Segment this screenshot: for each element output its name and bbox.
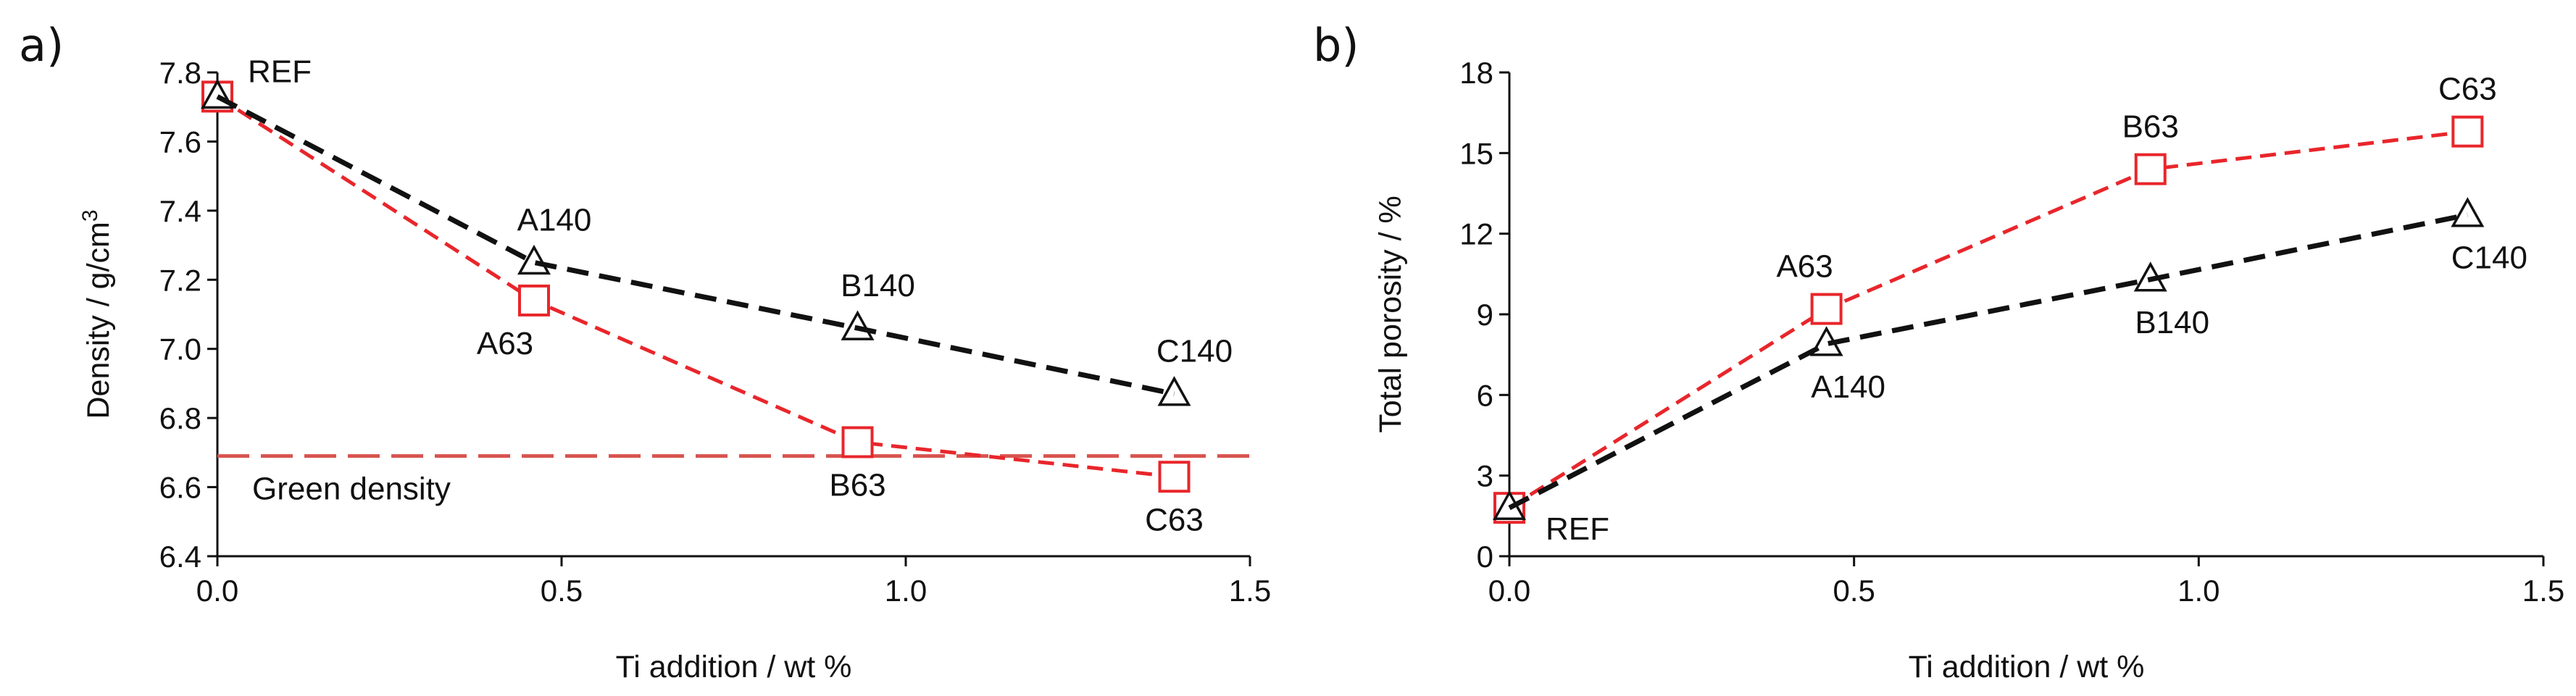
data-point-square: [841, 426, 874, 458]
series-63: A63 B63 C63: [201, 80, 1204, 537]
x-tick-label: 1.0: [2177, 574, 2219, 608]
y-tick-label: 9: [1477, 298, 1493, 332]
data-label: A140: [517, 202, 592, 238]
panel-label: a): [19, 19, 64, 72]
data-point-triangle: [2133, 261, 2167, 292]
y-tick-label: 3: [1477, 459, 1493, 493]
data-label: C63: [2438, 72, 2497, 107]
data-point-triangle: [1809, 326, 1843, 356]
data-point-square: [2134, 153, 2167, 185]
data-point-square: [2451, 115, 2484, 148]
series-140: REF A140 B140 C140: [1493, 197, 2527, 547]
data-point-triangle: [841, 310, 875, 340]
y-axis-title-superscript: 3: [78, 209, 102, 222]
data-point-square: [518, 284, 550, 316]
data-point-triangle: [1157, 376, 1191, 406]
data-label: B140: [841, 268, 915, 303]
data-label: REF: [1546, 511, 1609, 547]
panel-label: b): [1313, 19, 1359, 72]
data-point-triangle: [517, 244, 551, 275]
data-point-square: [1810, 293, 1843, 325]
series-line-63: [216, 95, 1175, 479]
y-axis-title: Total porosity / %: [1373, 196, 1408, 432]
data-label: REF: [248, 54, 312, 89]
y-tick-label: 7.6: [159, 125, 201, 159]
data-point-triangle: [2451, 197, 2485, 227]
y-tick-label: 6.6: [159, 471, 201, 505]
series-63: A63 B63 C63: [1493, 72, 2497, 524]
x-tick-label: 0.0: [1488, 574, 1530, 608]
data-point-triangle: [1493, 490, 1526, 520]
series-line-63: [1508, 130, 2468, 510]
x-tick-label: 0.5: [1833, 574, 1875, 608]
y-tick-label: 6.8: [159, 401, 201, 435]
y-tick-label: 6: [1477, 378, 1493, 412]
x-axis-title: Ti addition / wt %: [1909, 650, 2145, 684]
y-axis-title: Density / g/cm3: [78, 209, 116, 419]
y-tick-label: 7.0: [159, 332, 201, 366]
x-tick-label: 1.5: [2522, 574, 2564, 608]
chart-panel-a: a) 6.4 6.6 6.8 7.0 7.2 7.4 7.6 7.8 0.0 0.5 1.0 1.5 Ti…: [19, 19, 1271, 684]
data-point-square: [1158, 461, 1191, 493]
y-tick-label: 7.4: [159, 194, 201, 228]
x-axis-title: Ti addition / wt %: [616, 650, 852, 684]
data-label: B63: [2122, 109, 2179, 145]
series-140: REF A140 B140 C140: [201, 54, 1233, 406]
y-tick-label: 15: [1459, 136, 1493, 170]
data-label: A63: [477, 326, 533, 361]
data-label: B140: [2135, 305, 2209, 340]
y-tick-label: 12: [1459, 217, 1493, 251]
chart-panel-b: b) 0 3 6 9 12 15 18 0.0 0.5 1.0 1.5 Ti addition / wt…: [1313, 19, 2564, 684]
y-tick-label: 7.8: [159, 56, 201, 90]
y-tick-label: 0: [1477, 540, 1493, 574]
y-tick-label: 18: [1459, 56, 1493, 90]
reference-line-label: Green density: [252, 471, 451, 507]
data-label: C63: [1145, 502, 1204, 537]
data-label: C140: [2451, 240, 2527, 276]
y-axis-title-text: Total porosity / %: [1373, 196, 1408, 432]
y-tick-label: 6.4: [159, 540, 201, 574]
x-tick-label: 0.0: [196, 574, 238, 608]
y-tick-label: 7.2: [159, 263, 201, 297]
data-label: C140: [1156, 334, 1233, 369]
data-label: B63: [829, 468, 885, 503]
data-point-triangle: [201, 78, 234, 109]
data-label: A63: [1776, 249, 1833, 285]
y-axis-title-text: Density / g/cm: [81, 222, 116, 419]
x-tick-label: 1.5: [1229, 574, 1271, 608]
series-line-140: [1508, 212, 2469, 511]
x-tick-label: 1.0: [885, 574, 927, 608]
series-line-140: [216, 94, 1175, 397]
x-tick-label: 0.5: [541, 574, 583, 608]
data-label: A140: [1811, 369, 1885, 405]
